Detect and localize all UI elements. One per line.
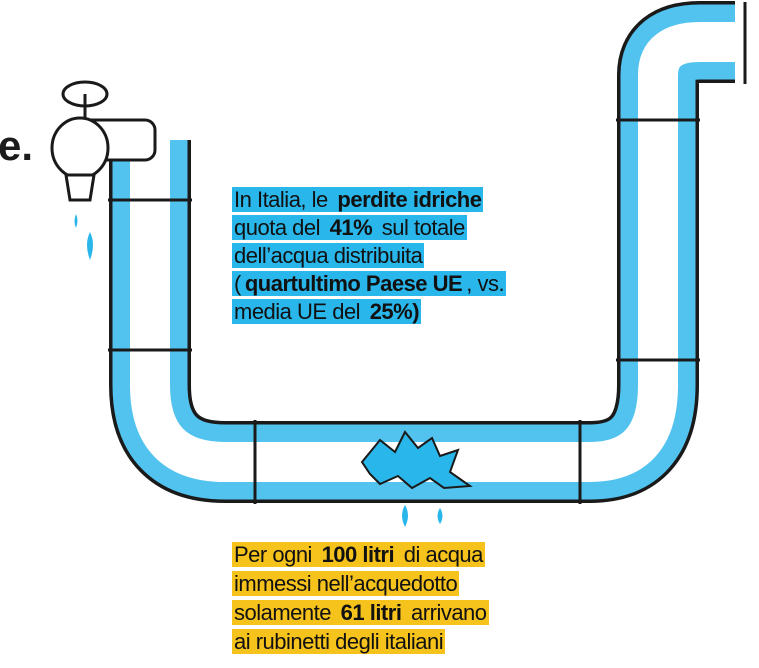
text: In Italia, le	[232, 187, 335, 212]
text: dell’acqua distribuita	[232, 243, 424, 268]
page: e. In Italia, le perdite idrichequota de…	[0, 0, 759, 668]
note-line: (quartultimo Paese UE, vs.	[232, 270, 506, 298]
text: solamente	[232, 600, 339, 625]
note-line: Per ogni 100 litri di acqua	[232, 540, 489, 569]
note-line: immessi nell’acquedotto	[232, 569, 489, 598]
bold-text: 61 litri	[339, 600, 404, 625]
text: arrivano	[403, 600, 488, 625]
text: media UE del	[232, 299, 368, 324]
note-line: ai rubinetti degli italiani	[232, 627, 489, 656]
text: Per ogni	[232, 542, 320, 567]
note-line: media UE del 25%)	[232, 298, 506, 326]
text: quota del	[232, 215, 328, 240]
text: , vs.	[464, 271, 506, 296]
note-line: dell’acqua distribuita	[232, 242, 506, 270]
text: sul totale	[374, 215, 467, 240]
note-line: In Italia, le perdite idriche	[232, 186, 506, 214]
bold-text: 25%)	[368, 299, 421, 324]
bold-text: 41%	[328, 215, 375, 240]
text: (	[232, 271, 243, 296]
bold-text: 100 litri	[320, 542, 397, 567]
note-line: solamente 61 litri arrivano	[232, 598, 489, 627]
cut-text: e.	[0, 122, 33, 170]
bold-text: perdite idriche	[335, 187, 483, 212]
note-line: quota del 41% sul totale	[232, 214, 506, 242]
bold-text: quartultimo Paese UE	[243, 271, 464, 296]
text: ai rubinetti degli italiani	[232, 629, 445, 654]
text: di acqua	[396, 542, 485, 567]
text: immessi nell’acquedotto	[232, 571, 459, 596]
